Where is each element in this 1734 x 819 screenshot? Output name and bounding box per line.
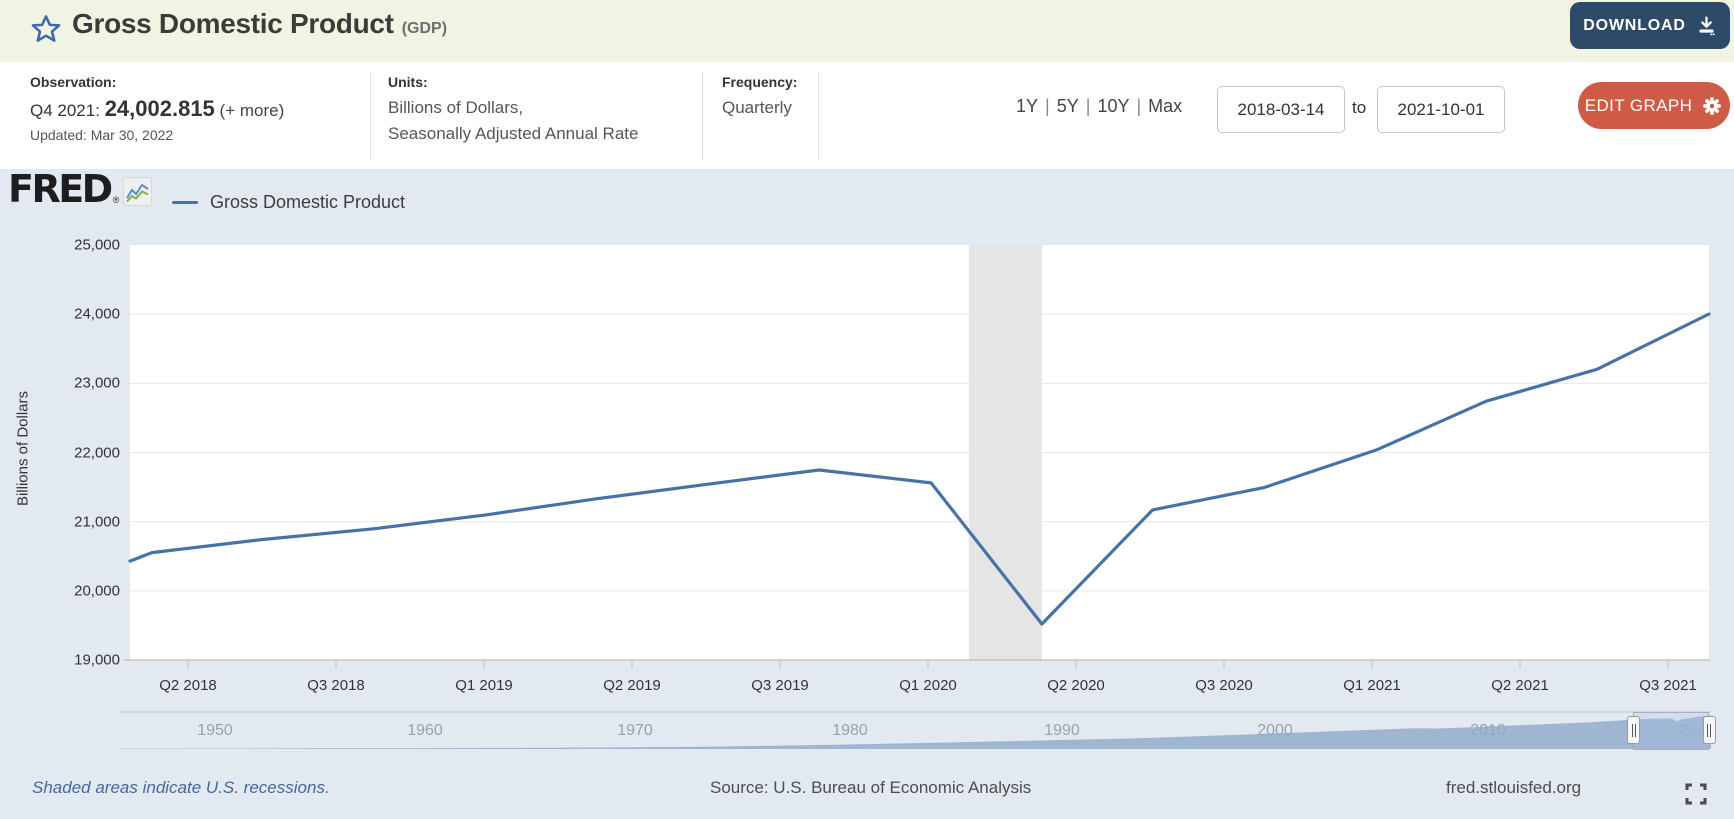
range-link-1y[interactable]: 1Y — [1016, 96, 1039, 116]
units-line1: Billions of Dollars, — [388, 98, 524, 117]
source-text: Source: U.S. Bureau of Economic Analysis — [710, 778, 1032, 797]
range-link-max[interactable]: Max — [1148, 96, 1183, 116]
y-tick-label: 20,000 — [74, 582, 120, 600]
date-end-input[interactable] — [1377, 86, 1505, 133]
y-tick-label: 19,000 — [74, 651, 120, 669]
y-tick-label: 25,000 — [74, 236, 120, 254]
x-tick-label: Q3 2021 — [1639, 677, 1697, 694]
timeline-year-label: 1980 — [832, 722, 868, 739]
toolbar-divider — [818, 72, 819, 160]
edit-graph-button[interactable]: EDIT GRAPH — [1578, 82, 1730, 129]
x-tick-label: Q1 2021 — [1343, 677, 1401, 694]
x-tick-label: Q2 2018 — [159, 677, 217, 694]
graph-toolbar: Observation: Q4 2021: 24,002.815 (+ more… — [0, 62, 1734, 169]
timeline-slider-handle-left[interactable] — [1627, 716, 1641, 744]
timeline-year-label: 1950 — [197, 722, 233, 739]
timeline-year-label: 1990 — [1044, 722, 1080, 739]
range-link-10y[interactable]: 10Y — [1097, 96, 1130, 116]
x-tick-label: Q3 2019 — [751, 677, 809, 694]
site-url: fred.stlouisfed.org — [1446, 778, 1582, 797]
range-separator: | — [1136, 96, 1142, 116]
units-label: Units: — [388, 74, 428, 90]
fred-wordmark: FRED — [8, 167, 113, 211]
fullscreen-icon[interactable] — [1684, 782, 1708, 806]
date-range-to-label: to — [1352, 98, 1367, 117]
toolbar-divider — [702, 72, 703, 160]
units-section: Units: Billions of Dollars, Seasonally A… — [388, 74, 638, 148]
chart-legend: Gross Domestic Product — [172, 192, 405, 213]
x-tick-label: Q3 2018 — [307, 677, 365, 694]
y-axis-title: Billions of Dollars — [14, 390, 32, 507]
x-tick-label: Q3 2020 — [1195, 677, 1253, 694]
zoom-range-links: 1Y | 5Y | 10Y | Max — [1016, 96, 1182, 117]
x-tick-label: Q1 2019 — [455, 677, 513, 694]
timeline-year-label: 1960 — [407, 722, 443, 739]
timeline-year-label: 2000 — [1257, 722, 1293, 739]
page-header: Gross Domestic Product (GDP) DOWNLOAD — [0, 0, 1734, 62]
y-tick-label: 23,000 — [74, 374, 120, 392]
range-link-5y[interactable]: 5Y — [1056, 96, 1079, 116]
observation-value: 24,002.815 — [104, 96, 215, 121]
date-start-input[interactable] — [1217, 86, 1345, 133]
page-title: Gross Domestic Product (GDP) — [72, 8, 447, 40]
x-tick-label: Q2 2021 — [1491, 677, 1549, 694]
fred-logo-chart-icon — [123, 177, 153, 207]
series-ticker: (GDP) — [401, 20, 448, 37]
download-button-label: DOWNLOAD — [1583, 16, 1686, 34]
registered-mark: ® — [112, 195, 120, 206]
timeline-slider-handle-right[interactable] — [1702, 716, 1716, 744]
fred-logo[interactable]: FRED ® — [8, 167, 153, 211]
timeline-selection-window[interactable] — [1633, 712, 1709, 750]
toolbar-divider — [370, 72, 371, 160]
gear-icon — [1703, 96, 1722, 115]
observation-more-link[interactable]: (+ more) — [219, 101, 285, 120]
y-tick-label: 24,000 — [74, 305, 120, 323]
favorite-star-icon[interactable] — [30, 13, 62, 45]
download-icon — [1699, 16, 1715, 36]
observation-period: Q4 2021: — [30, 101, 100, 120]
units-line2: Seasonally Adjusted Annual Rate — [388, 124, 639, 144]
edit-graph-label: EDIT GRAPH — [1584, 95, 1693, 115]
legend-series-label: Gross Domestic Product — [210, 192, 406, 212]
observation-section: Observation: Q4 2021: 24,002.815 (+ more… — [30, 74, 284, 143]
y-tick-label: 22,000 — [74, 444, 120, 461]
series-title: Gross Domestic Product — [72, 8, 394, 39]
observation-updated: Updated: Mar 30, 2022 — [30, 127, 174, 143]
x-tick-label: Q1 2020 — [899, 677, 957, 694]
x-tick-label: Q2 2019 — [603, 677, 661, 694]
download-button[interactable]: DOWNLOAD — [1570, 2, 1730, 49]
frequency-label: Frequency: — [722, 74, 798, 90]
range-separator: | — [1085, 96, 1091, 116]
recession-note-link[interactable]: Shaded areas indicate U.S. recessions. — [32, 778, 330, 797]
y-tick-label: 21,000 — [74, 513, 120, 531]
frequency-value: Quarterly — [722, 98, 792, 117]
x-tick-label: Q2 2020 — [1047, 677, 1105, 694]
observation-label: Observation: — [30, 74, 117, 90]
timeline-year-label: 2010 — [1470, 722, 1506, 739]
frequency-section: Frequency: Quarterly — [722, 74, 797, 121]
timeline-year-label: 1970 — [617, 722, 653, 739]
range-separator: | — [1045, 96, 1050, 116]
legend-line-swatch — [172, 201, 198, 204]
